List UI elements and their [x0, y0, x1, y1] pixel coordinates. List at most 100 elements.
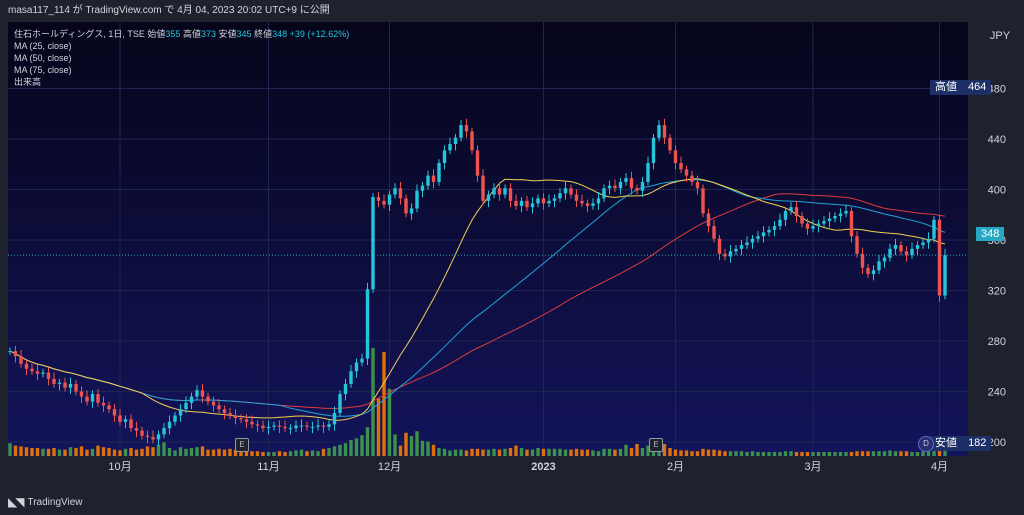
volume-bar	[772, 452, 777, 456]
candle-body	[541, 198, 546, 204]
candle-body	[530, 203, 535, 208]
candle-body	[68, 383, 73, 388]
volume-bar	[459, 449, 463, 456]
candle-body	[129, 419, 133, 429]
volume-bar	[90, 448, 95, 456]
earnings-marker-nov[interactable]: E	[235, 438, 249, 452]
volume-bar	[921, 451, 925, 456]
candle-body	[283, 426, 287, 429]
volume-bar	[475, 448, 480, 456]
x-tick-label: 4月	[931, 461, 948, 473]
volume-bar	[266, 452, 271, 456]
candle-body	[140, 430, 144, 436]
candle-body	[695, 181, 700, 189]
candle-body	[250, 421, 254, 425]
volume-bar	[178, 447, 183, 456]
volume-bar	[602, 448, 606, 456]
candle-body	[398, 188, 403, 199]
volume-bar	[156, 444, 161, 456]
y-tick-label: 480	[988, 84, 1006, 96]
candle-body	[893, 245, 898, 249]
legend-ma25[interactable]: MA (25, close)	[14, 41, 72, 51]
candle-body	[409, 208, 414, 214]
candle-body	[162, 428, 166, 435]
x-tick-label: 2月	[667, 461, 684, 473]
candle-body	[833, 216, 837, 219]
volume-bar	[816, 452, 821, 456]
volume-bar	[134, 449, 139, 456]
volume-bar	[514, 445, 518, 456]
low-price-value: 182	[968, 437, 987, 449]
candle-body	[255, 424, 260, 426]
tradingview-logo[interactable]: ◣◥ TradingView	[8, 495, 83, 509]
volume-bar	[915, 452, 920, 456]
volume-bar	[695, 451, 700, 456]
earnings-marker-feb[interactable]: E	[649, 438, 663, 452]
candle-body	[629, 178, 634, 189]
volume-bar	[761, 452, 766, 456]
candle-body	[838, 213, 843, 217]
volume-bar	[442, 448, 447, 456]
candle-body	[321, 425, 326, 427]
footer-bar: ◣◥ TradingView	[0, 488, 1024, 515]
volume-bar	[404, 432, 408, 456]
volume-bar	[123, 448, 128, 456]
legend-ma75[interactable]: MA (75, close)	[14, 65, 72, 75]
candle-body	[178, 409, 183, 416]
volume-bar	[679, 450, 683, 456]
candle-body	[679, 162, 683, 170]
candle-body	[591, 203, 595, 206]
candle-body	[101, 402, 106, 406]
candle-body	[184, 402, 188, 410]
candle-body	[305, 425, 309, 427]
volume-bar	[503, 448, 507, 456]
candle-body	[717, 238, 722, 254]
candle-body	[266, 426, 271, 429]
candle-body	[112, 409, 117, 416]
legend-volume[interactable]: 出来高	[14, 77, 42, 87]
candle-body	[745, 242, 749, 246]
volume-bar	[233, 449, 238, 456]
volume-bar	[211, 449, 216, 456]
candle-body	[118, 415, 122, 422]
candle-body	[387, 194, 392, 205]
volume-bar	[371, 348, 375, 456]
candle-body	[244, 419, 249, 422]
candle-body	[360, 358, 364, 363]
candle-body	[376, 197, 381, 201]
volume-bar	[563, 449, 568, 456]
ma50-line	[9, 179, 946, 417]
legend-open-value: 355	[165, 29, 181, 39]
volume-bar	[206, 449, 210, 456]
candle-body	[189, 396, 194, 403]
candle-body	[937, 219, 942, 296]
volume-bar	[536, 448, 540, 456]
candle-body	[63, 382, 67, 388]
ma25-line	[9, 178, 946, 421]
x-tick-label: 11月	[257, 461, 279, 473]
y-tick-label: 320	[988, 286, 1006, 298]
volume-bar	[893, 451, 898, 456]
candle-body	[343, 383, 348, 395]
candle-body	[173, 415, 177, 422]
candle-body	[569, 188, 573, 195]
volume-bar	[250, 451, 254, 456]
low-price-tag: 安値 182	[930, 436, 992, 451]
candle-body	[464, 125, 469, 132]
candle-body	[536, 198, 540, 204]
high-price-tag: 高値 464	[930, 80, 992, 95]
candle-body	[750, 238, 755, 243]
legend-ma50[interactable]: MA (50, close)	[14, 53, 72, 63]
chart-legend: 住石ホールディングス, 1日, TSE 始値355 高値373 安値345 終値…	[14, 28, 349, 88]
volume-bar	[299, 449, 304, 456]
high-price-value: 464	[968, 81, 987, 93]
volume-bar	[464, 450, 469, 456]
volume-bar	[750, 451, 755, 456]
candle-body	[338, 394, 342, 413]
publish-attribution: masa117_114 が TradingView.com で 4月 04, 2…	[8, 5, 330, 16]
volume-bar	[739, 451, 744, 456]
volume-bar	[74, 448, 78, 456]
volume-bar	[871, 451, 876, 456]
dividend-marker[interactable]: D	[918, 436, 934, 452]
